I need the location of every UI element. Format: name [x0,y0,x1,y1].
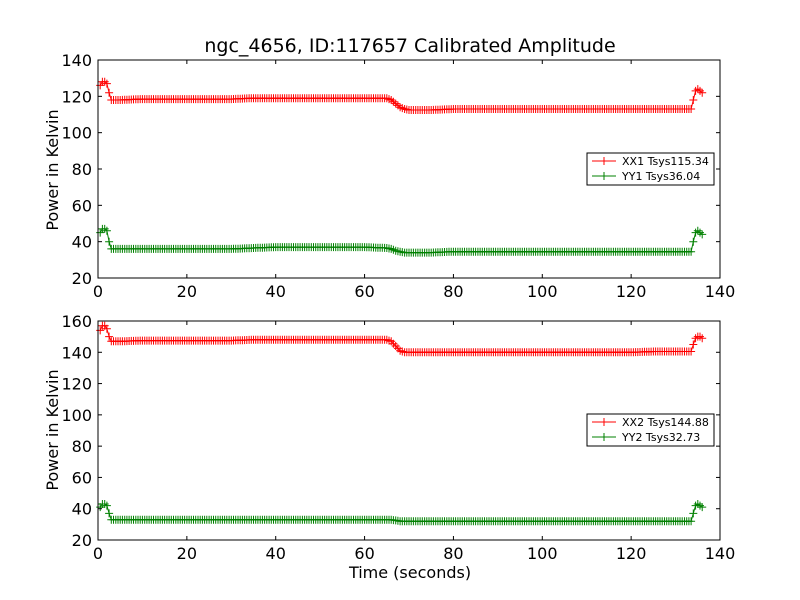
x-tick-label: 140 [705,544,736,563]
plot-frame-1 [97,320,721,541]
y-tick-label: 100 [61,406,92,425]
series-markers-0-0 [96,77,707,114]
y-tick-label: 140 [61,343,92,362]
data-point [105,88,114,97]
data-point [102,79,111,88]
data-point [689,340,698,349]
legend-label: YY2 Tsys32.73 [621,431,700,444]
y-tick-label: 160 [61,312,92,331]
x-tick-label: 100 [527,544,558,563]
legend-swatch-marker [600,172,608,180]
x-tick-label: 140 [705,282,736,301]
data-point [698,230,707,239]
x-tick-label: 120 [616,282,647,301]
data-point [102,226,111,235]
data-point [687,247,696,256]
data-point [102,501,111,510]
data-point [698,503,707,512]
x-tick-label: 0 [93,282,103,301]
y-tick-label: 20 [72,531,92,550]
legend-label: XX1 Tsys115.34 [622,155,709,168]
legend-label: XX2 Tsys144.88 [622,416,709,429]
y-tick-label: 60 [72,468,92,487]
data-point [687,517,696,526]
legend-label: YY1 Tsys36.04 [621,170,700,183]
x-axis-label: Time (seconds) [348,563,471,582]
x-tick-label: 20 [177,544,197,563]
x-tick-label: 0 [93,544,103,563]
legend-swatch-marker [600,157,608,165]
chart-title: ngc_4656, ID:117657 Calibrated Amplitude [204,35,615,57]
y-tick-label: 120 [61,375,92,394]
data-point [698,334,707,343]
x-tick-label: 40 [266,544,286,563]
data-point [696,86,704,95]
legend-swatch-marker [600,433,608,441]
x-tick-label: 20 [177,282,197,301]
top-chart-panel: ngc_4656, ID:117657 Calibrated Amplitude… [43,35,735,301]
data-point [102,324,111,333]
x-tick-label: 80 [443,544,463,563]
data-point [689,96,698,104]
data-point [96,81,105,90]
y-tick-label: 100 [61,124,92,143]
legend-swatch-marker [600,418,608,426]
data-point [696,501,704,510]
data-point [105,509,114,518]
legend-box [586,413,715,447]
y-tick-label: 60 [72,196,92,215]
legend-box [586,152,715,186]
data-point [105,237,114,246]
data-point [698,88,707,97]
top-y-axis-label: Power in Kelvin [43,109,62,230]
y-tick-label: 80 [72,437,92,456]
x-tick-label: 40 [266,282,286,301]
y-tick-label: 120 [61,87,92,106]
series-markers-1-0 [96,321,707,357]
x-tick-label: 60 [354,282,374,301]
data-point [96,326,105,335]
data-point [696,228,704,237]
x-tick-label: 120 [616,544,647,563]
y-tick-label: 140 [61,51,92,70]
legend-1: XX2 Tsys144.88 YY2 Tsys32.73 [586,413,715,447]
data-point [96,228,105,237]
series-markers-0-1 [96,224,707,257]
y-tick-label: 40 [72,500,92,519]
y-tick-label: 20 [72,269,92,288]
data-point [687,347,696,356]
data-point [689,237,698,246]
data-point [687,105,696,113]
x-tick-label: 80 [443,282,463,301]
data-point [105,332,114,341]
y-tick-label: 80 [72,160,92,179]
data-point [382,94,391,103]
bottom-y-axis-label: Power in Kelvin [43,369,62,490]
legend-0: XX1 Tsys115.34 YY1 Tsys36.04 [586,152,715,186]
data-point [696,332,704,341]
x-tick-label: 60 [354,544,374,563]
bottom-chart-panel: Time (seconds) Power in Kelvin 0 20 40 60 80… [43,312,735,582]
data-point [689,509,698,518]
x-tick-label: 100 [527,282,558,301]
data-point [382,335,391,344]
series-markers-1-1 [96,500,707,526]
y-tick-label: 40 [72,233,92,252]
series-line-1-1 [99,503,703,522]
